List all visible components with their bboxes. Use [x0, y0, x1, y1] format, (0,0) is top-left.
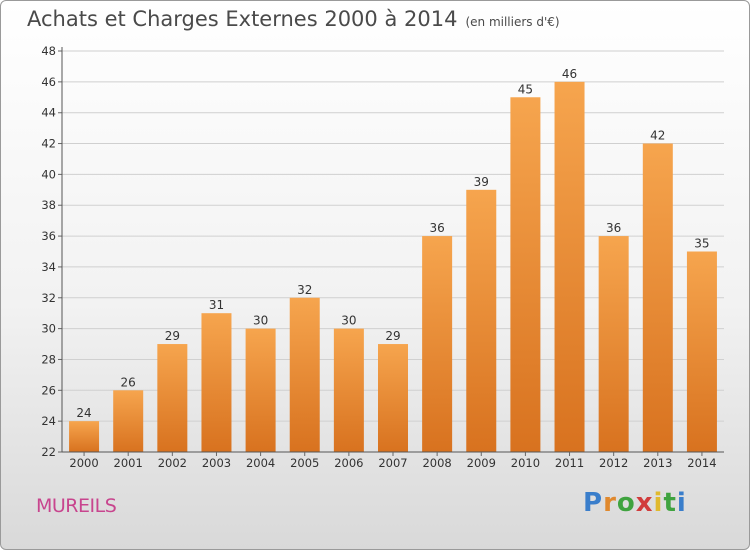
data-label: 30 — [341, 314, 356, 328]
y-tick-label: 28 — [41, 352, 56, 366]
x-tick-label: 2006 — [334, 456, 363, 470]
bar — [378, 344, 408, 452]
chart-title: Achats et Charges Externes 2000 à 2014 (e… — [27, 7, 560, 31]
x-tick-label: 2000 — [69, 456, 98, 470]
x-tick-label: 2004 — [246, 456, 275, 470]
bar — [157, 344, 188, 452]
bar — [333, 328, 364, 452]
bar — [510, 97, 541, 453]
x-tick-label: 2011 — [555, 456, 584, 470]
data-label: 42 — [650, 129, 665, 143]
data-label: 30 — [253, 314, 268, 328]
data-label: 24 — [76, 406, 91, 420]
x-tick-label: 2012 — [599, 456, 628, 470]
x-tick-label: 2014 — [687, 456, 716, 470]
chart-unit: (en milliers d'€) — [465, 15, 560, 29]
y-tick-label: 34 — [41, 260, 56, 274]
y-tick-label: 36 — [41, 229, 56, 243]
x-tick-label: 2001 — [114, 456, 143, 470]
bar — [686, 251, 717, 452]
proxiti-logo: Proxiti — [583, 488, 687, 518]
data-label: 35 — [694, 237, 709, 251]
x-tick-label: 2005 — [290, 456, 319, 470]
bar — [69, 421, 100, 452]
x-tick-label: 2008 — [422, 456, 451, 470]
bar — [422, 236, 453, 452]
bar — [289, 297, 320, 452]
data-label: 36 — [606, 221, 621, 235]
data-label: 26 — [121, 375, 136, 389]
y-tick-label: 26 — [41, 383, 56, 397]
x-tick-label: 2009 — [467, 456, 496, 470]
y-tick-label: 32 — [41, 291, 56, 305]
y-tick-label: 24 — [41, 414, 56, 428]
data-label: 36 — [429, 221, 444, 235]
y-tick-label: 46 — [41, 75, 56, 89]
data-label: 32 — [297, 283, 312, 297]
x-tick-label: 2007 — [378, 456, 407, 470]
bar — [245, 328, 276, 452]
bar — [113, 390, 144, 452]
bar — [598, 236, 629, 452]
x-tick-label: 2010 — [511, 456, 540, 470]
bar — [642, 143, 673, 453]
data-label: 29 — [385, 329, 400, 343]
data-label: 46 — [562, 67, 577, 81]
y-tick-label: 38 — [41, 198, 56, 212]
y-tick-label: 42 — [41, 137, 56, 151]
y-tick-label: 22 — [41, 445, 56, 459]
y-tick-label: 48 — [41, 44, 56, 58]
chart-title-text: Achats et Charges Externes 2000 à 2014 — [27, 7, 458, 31]
y-tick-label: 44 — [41, 106, 56, 120]
commune-name: MUREILS — [36, 495, 117, 517]
data-label: 31 — [209, 298, 224, 312]
data-label: 29 — [165, 329, 180, 343]
bar — [466, 189, 497, 453]
data-label: 45 — [518, 82, 533, 96]
x-tick-label: 2003 — [202, 456, 231, 470]
x-tick-label: 2002 — [158, 456, 187, 470]
data-label: 39 — [474, 175, 489, 189]
bar — [201, 313, 232, 452]
y-tick-label: 40 — [41, 167, 56, 181]
x-tick-label: 2013 — [643, 456, 672, 470]
y-tick-label: 30 — [41, 322, 56, 336]
bar — [554, 81, 585, 452]
